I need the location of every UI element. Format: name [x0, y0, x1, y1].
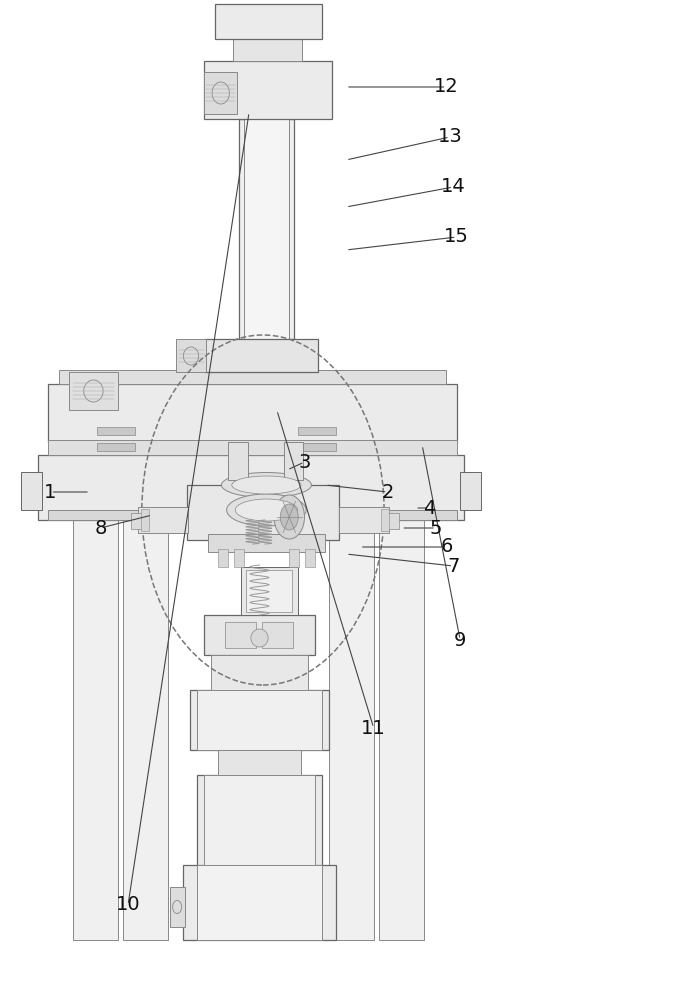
Bar	[234, 549, 244, 567]
Bar	[48, 440, 457, 455]
Bar	[388, 513, 399, 529]
Bar	[141, 509, 149, 531]
Bar	[298, 427, 336, 435]
Text: 2: 2	[381, 483, 394, 502]
Circle shape	[274, 495, 304, 539]
Bar	[69, 372, 118, 410]
Text: 10: 10	[116, 896, 140, 914]
Text: 13: 13	[437, 127, 462, 146]
Ellipse shape	[232, 476, 301, 494]
Bar	[48, 510, 457, 520]
Bar	[170, 887, 185, 927]
Bar	[339, 507, 389, 533]
Bar	[204, 72, 237, 114]
Text: 8: 8	[94, 518, 107, 538]
Bar	[218, 750, 301, 775]
Ellipse shape	[221, 473, 311, 497]
Bar	[246, 570, 292, 612]
Text: 4: 4	[423, 498, 435, 518]
Bar	[289, 549, 299, 567]
Bar	[305, 549, 315, 567]
Bar	[460, 472, 481, 510]
Bar	[197, 775, 322, 865]
Bar	[197, 690, 322, 750]
Text: 11: 11	[361, 718, 386, 738]
Text: 15: 15	[444, 228, 469, 246]
Bar	[138, 507, 188, 533]
Bar	[187, 485, 339, 540]
Text: 1: 1	[44, 483, 57, 502]
Bar	[38, 455, 464, 520]
Bar	[131, 513, 142, 529]
Bar	[97, 443, 135, 451]
Text: 7: 7	[447, 556, 459, 576]
Bar	[215, 4, 322, 39]
Bar	[204, 339, 318, 372]
Bar	[225, 622, 256, 648]
Bar	[244, 119, 289, 339]
Bar	[298, 443, 336, 451]
Bar	[59, 370, 446, 384]
Bar	[208, 534, 325, 552]
Bar	[381, 509, 389, 531]
Ellipse shape	[251, 629, 268, 647]
Bar	[48, 384, 457, 442]
Bar	[183, 865, 336, 940]
Bar	[73, 500, 118, 940]
Bar	[197, 865, 322, 940]
Bar	[211, 655, 308, 690]
Circle shape	[280, 504, 298, 530]
Text: 3: 3	[298, 452, 311, 472]
Bar	[284, 442, 303, 480]
Bar	[97, 427, 135, 435]
Bar	[379, 500, 424, 940]
Bar	[204, 775, 315, 865]
Text: 12: 12	[434, 78, 459, 97]
Text: 5: 5	[430, 518, 442, 538]
Bar	[190, 690, 329, 750]
Bar	[329, 500, 374, 940]
Ellipse shape	[227, 494, 306, 526]
Bar	[204, 615, 315, 655]
Text: 14: 14	[441, 178, 466, 196]
Bar	[176, 339, 206, 372]
Bar	[21, 472, 42, 510]
Bar	[239, 119, 294, 339]
Ellipse shape	[235, 499, 298, 521]
Text: 6: 6	[440, 538, 453, 556]
Bar	[233, 39, 302, 61]
Bar	[228, 442, 248, 480]
Bar	[218, 549, 228, 567]
Bar	[241, 567, 298, 615]
Bar	[262, 622, 293, 648]
Text: 9: 9	[454, 631, 466, 650]
Bar	[204, 61, 332, 119]
Bar	[123, 500, 168, 940]
